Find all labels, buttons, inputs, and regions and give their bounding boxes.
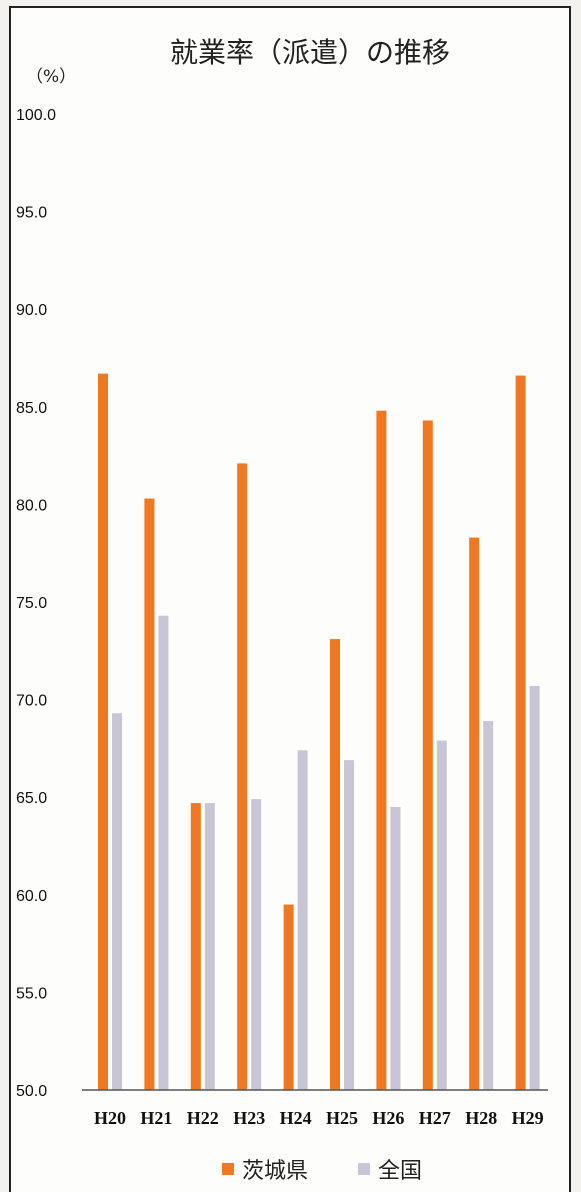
y-tick-label: 50.0	[16, 1083, 47, 1100]
legend-swatch	[222, 1163, 234, 1175]
x-tick-label: H21	[140, 1108, 172, 1128]
y-tick-label: 60.0	[16, 888, 47, 905]
bar-ibaraki-H28	[469, 537, 480, 1090]
y-tick-label: 90.0	[16, 302, 47, 319]
x-axis-tick-labels: H20 H21 H22 H23 H24 H25 H26 H27 H28 H29	[94, 1108, 544, 1128]
bars-group	[98, 373, 540, 1091]
x-tick-label: H26	[372, 1108, 404, 1128]
x-tick-label: H27	[419, 1108, 451, 1128]
legend-label: 茨城県	[242, 1159, 308, 1184]
bar-national-H22	[204, 803, 215, 1090]
bar-ibaraki-H26	[376, 410, 387, 1091]
bar-ibaraki-H25	[330, 639, 340, 1090]
bar-national-H29	[529, 685, 540, 1090]
bar-ibaraki-H24	[283, 904, 294, 1090]
bar-national-H25	[344, 760, 354, 1090]
chart-title: 就業率（派遣）の推移	[170, 36, 450, 69]
legend: 茨城県 全国	[222, 1159, 422, 1184]
bar-national-H24	[297, 750, 308, 1090]
x-tick-label: H20	[94, 1108, 126, 1128]
bar-national-H28	[483, 721, 494, 1090]
bar-ibaraki-H29	[515, 375, 526, 1090]
bar-ibaraki-H22	[190, 803, 201, 1090]
bar-national-H23	[251, 799, 262, 1090]
bar-ibaraki-H23	[237, 463, 248, 1091]
bar-national-H26	[390, 806, 401, 1090]
x-tick-label: H24	[280, 1108, 312, 1128]
x-tick-label: H23	[233, 1108, 265, 1128]
legend-swatch	[358, 1163, 370, 1175]
y-tick-label: 55.0	[16, 985, 47, 1002]
y-tick-label: 80.0	[16, 497, 47, 514]
legend-label: 全国	[378, 1159, 422, 1184]
y-tick-label: 75.0	[16, 595, 47, 612]
x-tick-label: H28	[465, 1108, 497, 1128]
y-tick-label: 85.0	[16, 400, 47, 417]
x-tick-label: H29	[512, 1108, 544, 1128]
bar-ibaraki-H21	[144, 498, 155, 1090]
bar-national-H27	[436, 740, 447, 1090]
y-tick-label: 100.0	[16, 107, 56, 124]
bar-ibaraki-H20	[98, 373, 108, 1091]
bar-national-H21	[158, 615, 169, 1090]
y-tick-label: 70.0	[16, 693, 47, 710]
y-tick-label: 95.0	[16, 205, 47, 222]
y-tick-label: 65.0	[16, 790, 47, 807]
bar-ibaraki-H27	[422, 420, 433, 1090]
x-tick-label: H25	[326, 1108, 358, 1128]
y-axis-unit-label: （%）	[26, 67, 76, 87]
bar-national-H20	[112, 713, 122, 1090]
x-tick-label: H22	[187, 1108, 219, 1128]
y-axis-tick-labels: 50.0 55.0 60.0 65.0 70.0 75.0 80.0 85.0 90.0 95.0…	[16, 107, 56, 1100]
